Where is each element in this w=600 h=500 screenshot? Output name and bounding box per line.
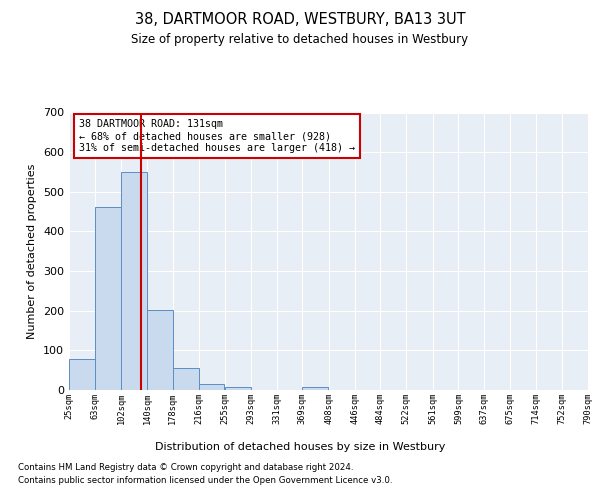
Bar xyxy=(302,387,328,390)
Bar xyxy=(147,310,173,390)
Bar xyxy=(95,207,121,390)
Bar xyxy=(69,359,95,390)
Text: Contains HM Land Registry data © Crown copyright and database right 2024.: Contains HM Land Registry data © Crown c… xyxy=(18,462,353,471)
Bar xyxy=(121,172,147,390)
Text: Distribution of detached houses by size in Westbury: Distribution of detached houses by size … xyxy=(155,442,445,452)
Bar xyxy=(225,387,251,390)
Text: 38 DARTMOOR ROAD: 131sqm
← 68% of detached houses are smaller (928)
31% of semi-: 38 DARTMOOR ROAD: 131sqm ← 68% of detach… xyxy=(79,120,355,152)
Text: Contains public sector information licensed under the Open Government Licence v3: Contains public sector information licen… xyxy=(18,476,392,485)
Y-axis label: Number of detached properties: Number of detached properties xyxy=(28,164,37,339)
Text: Size of property relative to detached houses in Westbury: Size of property relative to detached ho… xyxy=(131,32,469,46)
Text: 38, DARTMOOR ROAD, WESTBURY, BA13 3UT: 38, DARTMOOR ROAD, WESTBURY, BA13 3UT xyxy=(134,12,466,28)
Bar xyxy=(199,384,224,390)
Bar xyxy=(173,368,199,390)
